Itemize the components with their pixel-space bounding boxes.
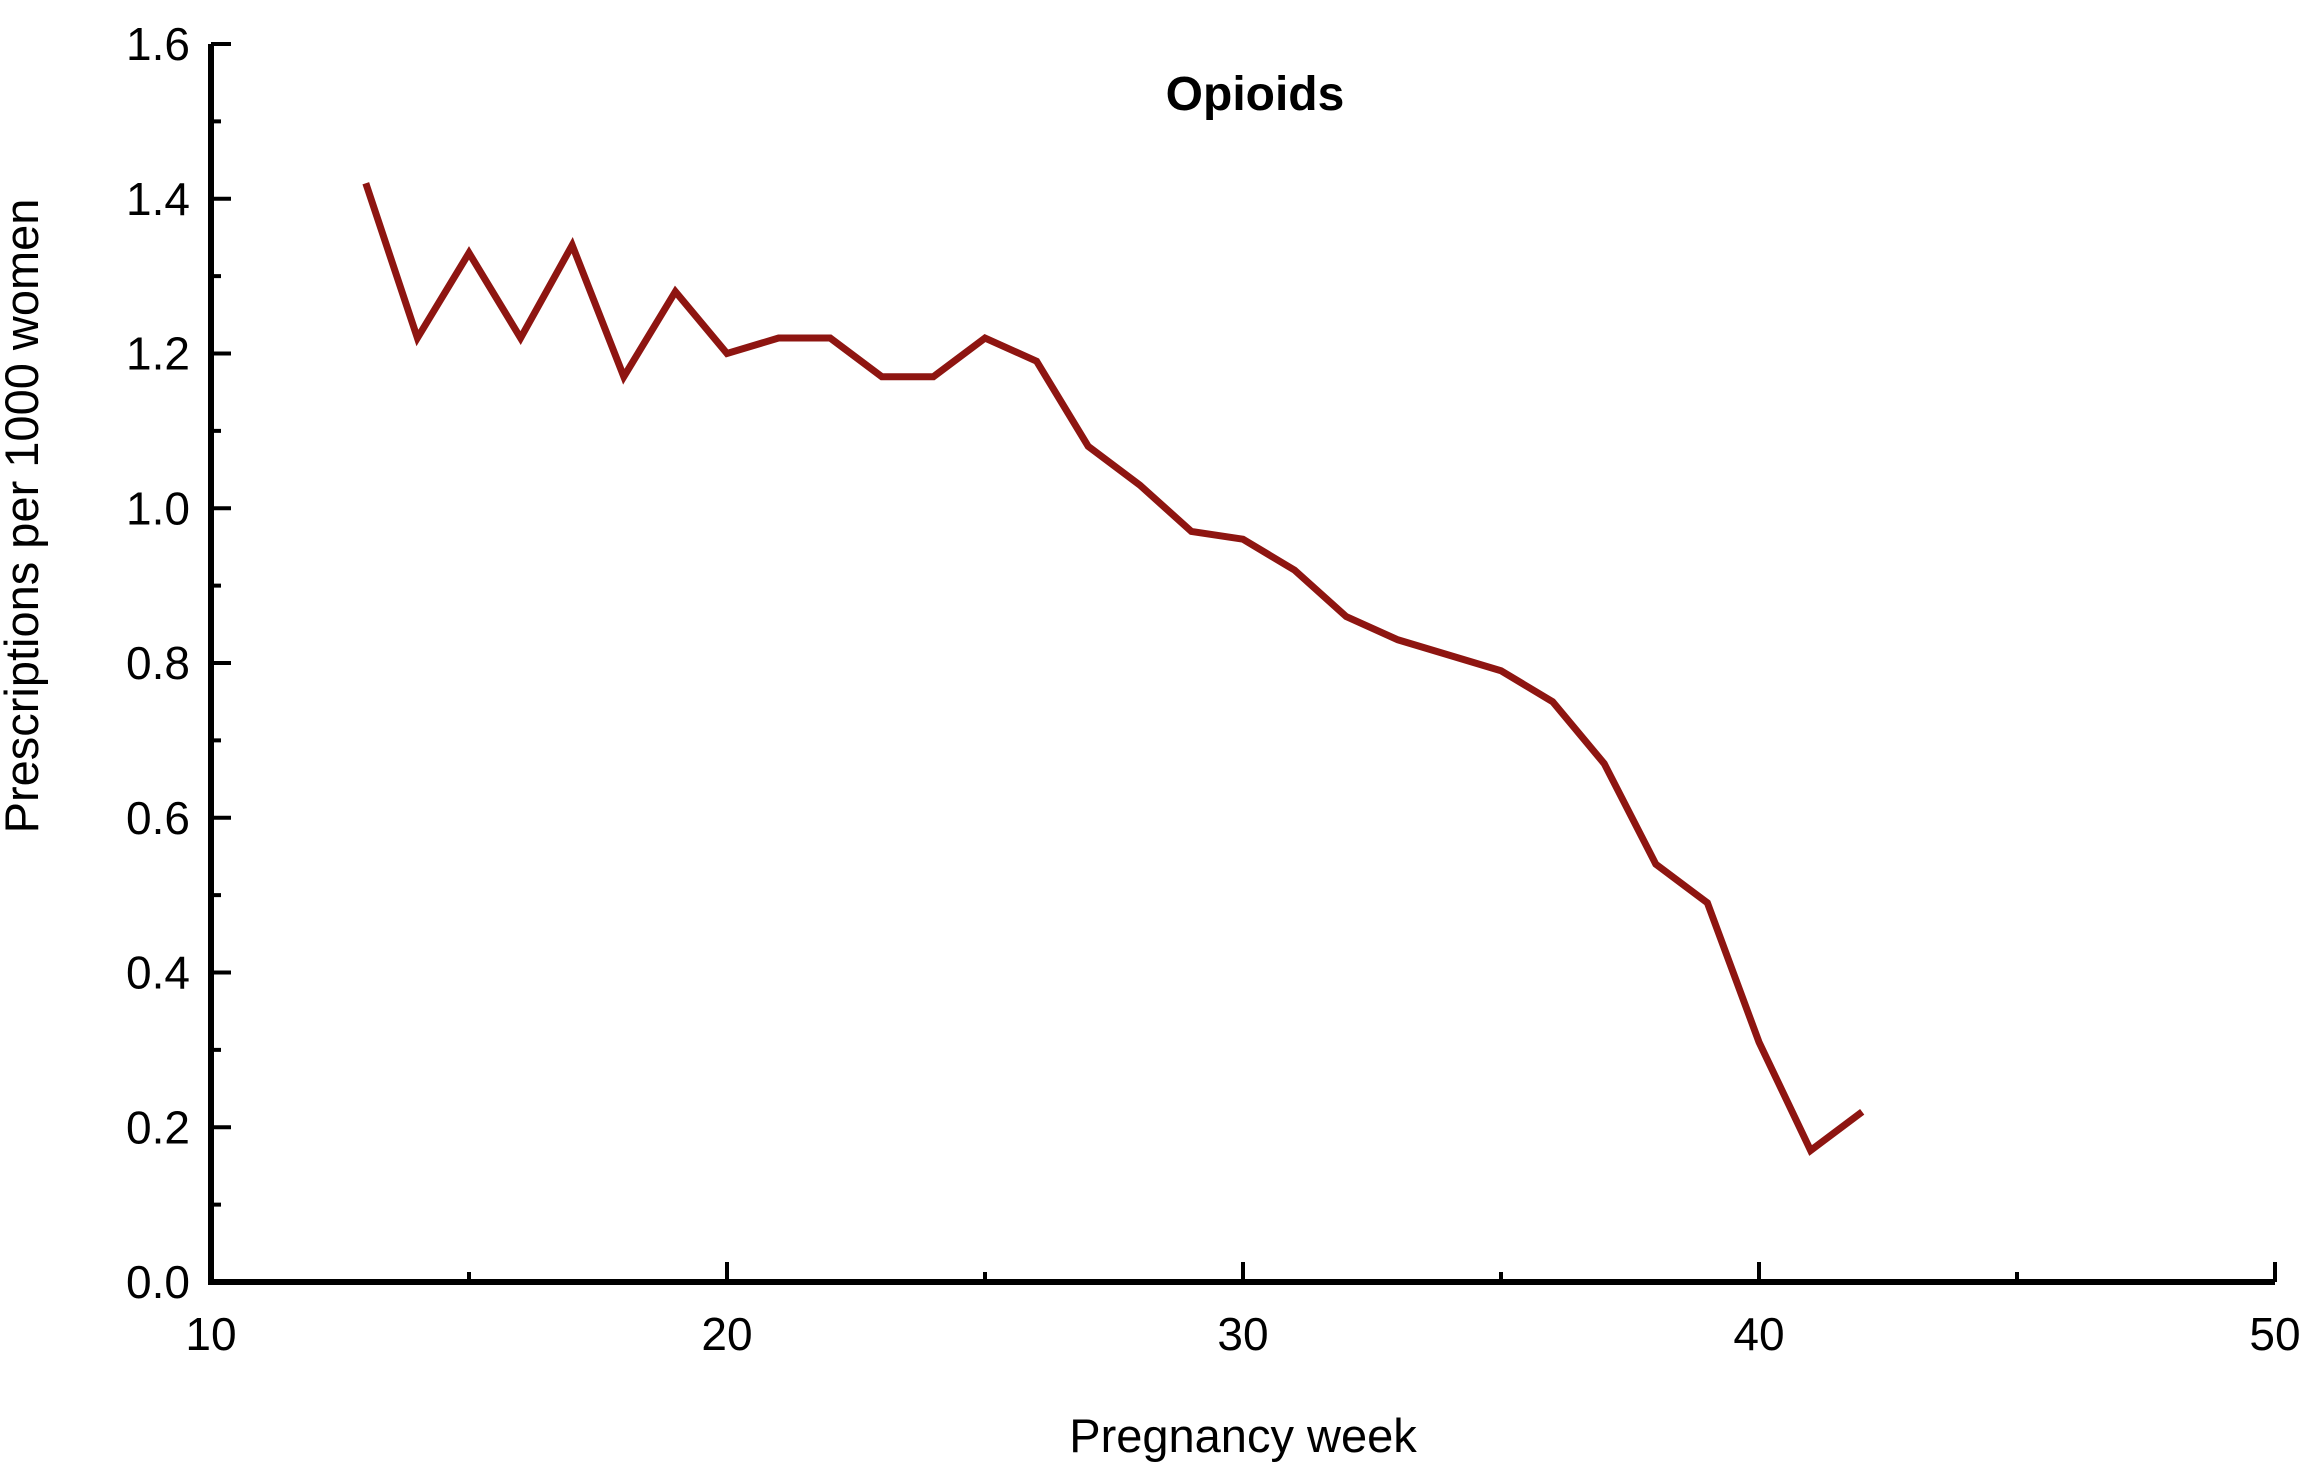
y-tick-label: 1.4 [126, 173, 190, 225]
y-tick-label: 1.2 [126, 328, 190, 380]
axes-layer: 0.0 0.2 0.4 0.6 0.8 1.0 1.2 1.4 1.6 10 20 30 40 50 [126, 18, 2301, 1360]
y-tick-label: 0.0 [126, 1256, 190, 1308]
y-tick-label: 0.6 [126, 792, 190, 844]
axis-spines [208, 44, 2275, 1285]
chart-title: Opioids [1166, 68, 1345, 121]
x-axis-label: Pregnancy week [1069, 1409, 1417, 1462]
y-tick-label: 0.2 [126, 1101, 190, 1153]
y-tick-label: 1.6 [126, 18, 190, 70]
series-layer [362, 182, 1865, 1156]
x-tick-label: 40 [1733, 1308, 1784, 1360]
y-tick-label: 0.4 [126, 947, 190, 999]
x-tick-label: 10 [185, 1308, 236, 1360]
x-tick-label: 20 [701, 1308, 752, 1360]
y-tick-label: 1.0 [126, 482, 190, 534]
y-tick-label: 0.8 [126, 637, 190, 689]
y-axis-label: Prescriptions per 1000 women [0, 199, 48, 834]
x-tick-label: 30 [1217, 1308, 1268, 1360]
x-tick-label: 50 [2249, 1308, 2300, 1360]
series-line [362, 182, 1865, 1156]
